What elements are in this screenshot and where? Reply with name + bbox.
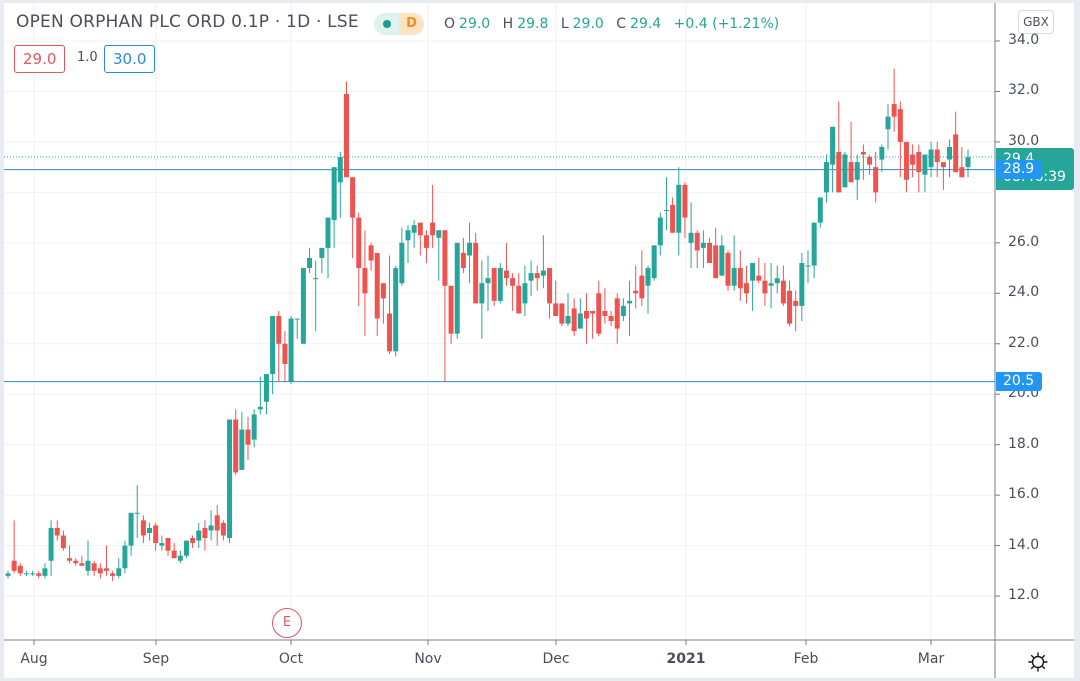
- earnings-event-marker[interactable]: E: [272, 608, 302, 638]
- buy-button[interactable]: 30.0: [104, 45, 156, 73]
- time-tick-label: Feb: [793, 651, 819, 667]
- time-tick-label: 2021: [666, 651, 706, 667]
- price-tick-label: 14.0: [1008, 536, 1040, 553]
- close-value: 29.4: [630, 16, 662, 32]
- change-value: +0.4 (+1.21%): [673, 16, 780, 32]
- time-tick-label: Dec: [542, 651, 570, 667]
- candlestick-plot[interactable]: [4, 3, 1074, 678]
- time-tick-label: Mar: [917, 651, 945, 667]
- price-tick-label: 32.0: [1008, 82, 1040, 99]
- level-tag-upper: 28.9: [996, 159, 1043, 179]
- price-tick-label: 22.0: [1008, 334, 1040, 351]
- time-tick-label: Oct: [278, 651, 304, 667]
- time-tick-label: Sep: [142, 651, 170, 667]
- currency-button[interactable]: GBX: [1018, 10, 1054, 34]
- sell-button[interactable]: 29.0: [14, 45, 66, 73]
- price-tick-label: 26.0: [1008, 233, 1040, 250]
- interval-badge: D: [399, 13, 424, 35]
- ohlc-legend: O 29.0 H 29.8 L 29.0 C 29.4 +0.4 (+1.21%): [444, 16, 780, 32]
- spread-value: 1.0: [77, 50, 98, 65]
- price-tick-label: 34.0: [1008, 32, 1040, 48]
- market-status-pill[interactable]: D: [374, 13, 424, 35]
- symbol-title: OPEN ORPHAN PLC ORD 0.1P · 1D · LSE: [16, 12, 359, 32]
- price-tick-label: 30.0: [1008, 132, 1040, 149]
- open-value: 29.0: [459, 16, 491, 32]
- market-open-dot-icon: [383, 20, 391, 28]
- level-tag-lower: 20.5: [996, 371, 1043, 391]
- price-tick-label: 18.0: [1008, 435, 1040, 452]
- time-tick-label: Nov: [414, 651, 442, 667]
- time-tick-label: Aug: [20, 651, 48, 667]
- gear-icon[interactable]: [1027, 651, 1049, 673]
- low-value: 29.0: [572, 16, 604, 32]
- price-tick-label: 16.0: [1008, 486, 1040, 503]
- price-tick-label: 12.0: [1008, 587, 1040, 604]
- price-tick-label: 24.0: [1008, 284, 1040, 301]
- high-value: 29.8: [517, 16, 549, 32]
